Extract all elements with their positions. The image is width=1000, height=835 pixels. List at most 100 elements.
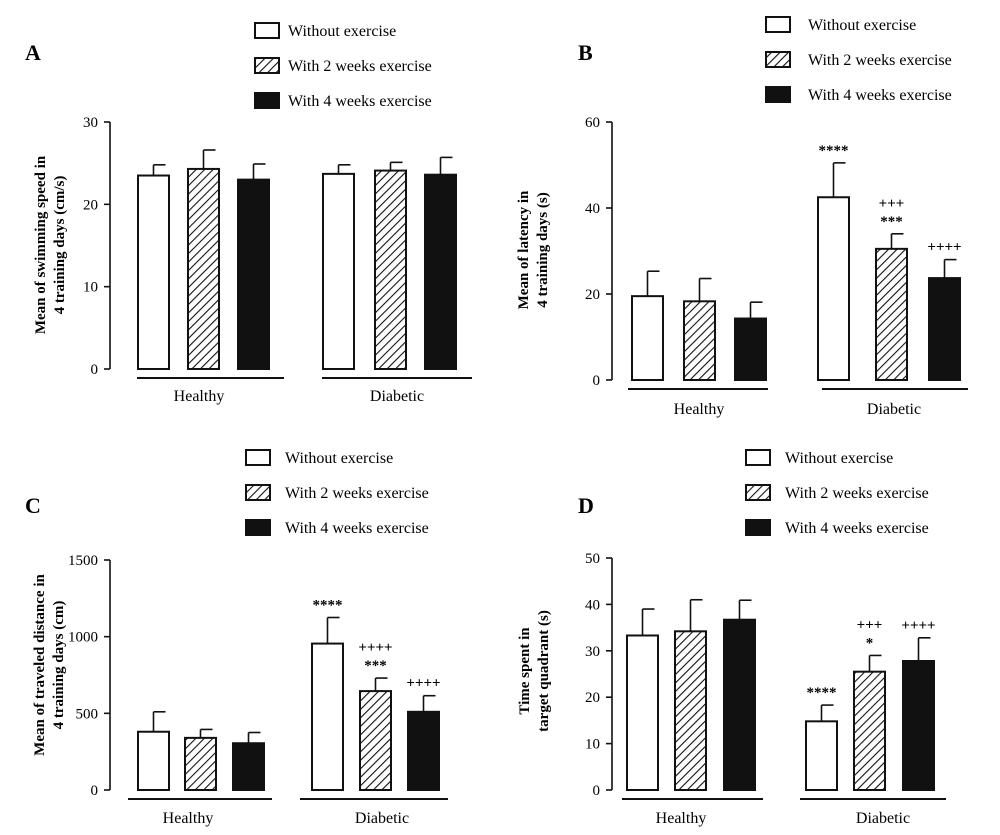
significance-label: **** xyxy=(819,143,849,159)
group-label: Healthy xyxy=(656,810,707,827)
bar xyxy=(137,730,170,792)
legend-label: Without exercise xyxy=(808,17,916,34)
y-tick-label: 1500 xyxy=(68,553,98,569)
legend-swatch xyxy=(245,519,271,536)
y-axis-title-line: target quadrant (s) xyxy=(536,610,552,732)
panel-a: A Without exercise With 2 weeks exercise Wi… xyxy=(25,22,472,405)
legend-swatch xyxy=(245,449,271,466)
significance-label: ++++ xyxy=(406,676,440,692)
y-tick-label: 20 xyxy=(585,690,600,706)
panel-d: D Without exercise With 2 weeks exercise Wi… xyxy=(517,449,946,827)
significance-label: **** xyxy=(807,685,837,701)
y-axis-title-line: Mean of traveled distance in xyxy=(32,574,48,756)
panel-letter: A xyxy=(25,40,41,65)
legend-swatch xyxy=(254,92,280,109)
legend-label: With 4 weeks exercise xyxy=(785,520,929,537)
bar xyxy=(137,174,170,370)
legend-swatch xyxy=(254,57,280,74)
legend-swatch xyxy=(765,51,791,68)
bar xyxy=(311,642,344,791)
panel-c: C Without exercise With 2 weeks exercise Wi… xyxy=(25,449,448,827)
group-label: Healthy xyxy=(674,401,725,418)
panels: A Without exercise With 2 weeks exercise Wi… xyxy=(25,16,968,827)
panel-b: B Without exercise With 2 weeks exercise Wi… xyxy=(516,16,968,418)
significance-label: ++++ xyxy=(358,640,392,656)
significance-label: * xyxy=(866,635,874,651)
y-tick-label: 20 xyxy=(83,197,98,213)
legend-label: With 4 weeks exercise xyxy=(285,520,429,537)
y-axis-title: Mean of latency in 4 training days (s) xyxy=(516,190,551,309)
bar xyxy=(631,295,664,381)
significance-label: +++ xyxy=(857,617,883,633)
legend-label: Without exercise xyxy=(785,450,893,467)
bar xyxy=(237,178,270,370)
y-tick-label: 10 xyxy=(585,737,600,753)
y-tick-label: 60 xyxy=(585,115,600,131)
bar xyxy=(928,277,961,381)
y-axis-title-line: 4 training days (s) xyxy=(535,192,551,307)
y-tick-label: 0 xyxy=(593,783,601,799)
bar xyxy=(184,736,217,791)
bar xyxy=(374,169,407,370)
y-tick-label: 0 xyxy=(593,373,601,389)
y-axis-title-line: 4 training days (cm) xyxy=(51,601,67,730)
legend-swatch xyxy=(745,449,771,466)
panel-letter: C xyxy=(25,493,41,518)
y-axis-title-line: Mean of latency in xyxy=(516,190,532,309)
group-label: Healthy xyxy=(163,810,214,827)
legend-label: With 2 weeks exercise xyxy=(808,52,952,69)
bar xyxy=(853,670,886,791)
bar xyxy=(424,173,457,370)
legend-label: With 2 weeks exercise xyxy=(285,485,429,502)
bar xyxy=(407,710,440,791)
group-label: Diabetic xyxy=(370,388,424,405)
legend-swatch xyxy=(765,16,791,33)
y-tick-label: 30 xyxy=(83,115,98,131)
legend-label: With 4 weeks exercise xyxy=(288,93,432,110)
legend-swatch xyxy=(254,22,280,39)
significance-label: *** xyxy=(364,658,387,674)
y-tick-label: 50 xyxy=(585,551,600,567)
significance-label: ++++ xyxy=(927,240,961,256)
legend-swatch xyxy=(745,519,771,536)
legend-swatch xyxy=(765,86,791,103)
y-tick-label: 0 xyxy=(91,783,99,799)
y-tick-label: 10 xyxy=(83,280,98,296)
legend-swatch xyxy=(745,484,771,501)
bar xyxy=(734,317,767,382)
y-tick-label: 30 xyxy=(585,644,600,660)
y-axis-title: Mean of traveled distance in 4 training d… xyxy=(32,574,67,756)
y-tick-label: 1000 xyxy=(68,630,98,646)
bar xyxy=(232,742,265,792)
bar xyxy=(723,618,756,791)
legend-label: With 2 weeks exercise xyxy=(785,485,929,502)
bar xyxy=(626,634,659,791)
significance-label: *** xyxy=(880,214,903,230)
panel-letter: B xyxy=(578,40,593,65)
bar xyxy=(674,630,707,792)
group-label: Diabetic xyxy=(856,810,910,827)
y-axis-title-line: Time spent in xyxy=(517,627,533,715)
group-label: Diabetic xyxy=(355,810,409,827)
bar xyxy=(902,660,935,791)
legend-label: With 2 weeks exercise xyxy=(288,58,432,75)
group-label: Diabetic xyxy=(867,401,921,418)
y-tick-label: 20 xyxy=(585,287,600,303)
panel-letter: D xyxy=(578,493,594,518)
legend-label: Without exercise xyxy=(285,450,393,467)
bar xyxy=(187,167,220,370)
y-tick-label: 40 xyxy=(585,597,600,613)
legend-label: Without exercise xyxy=(288,23,396,40)
bar xyxy=(322,172,355,370)
group-label: Healthy xyxy=(174,388,225,405)
y-axis-title-line: 4 training days (cm/s) xyxy=(52,176,68,315)
bar xyxy=(817,196,850,381)
bar xyxy=(683,300,716,381)
bar xyxy=(805,720,838,791)
bar xyxy=(359,690,392,791)
y-axis-title: Time spent in target quadrant (s) xyxy=(517,610,552,732)
y-axis-title: Mean of swimming speed in 4 training days… xyxy=(33,155,68,334)
legend-label: With 4 weeks exercise xyxy=(808,87,952,104)
y-axis-title-line: Mean of swimming speed in xyxy=(33,155,49,334)
